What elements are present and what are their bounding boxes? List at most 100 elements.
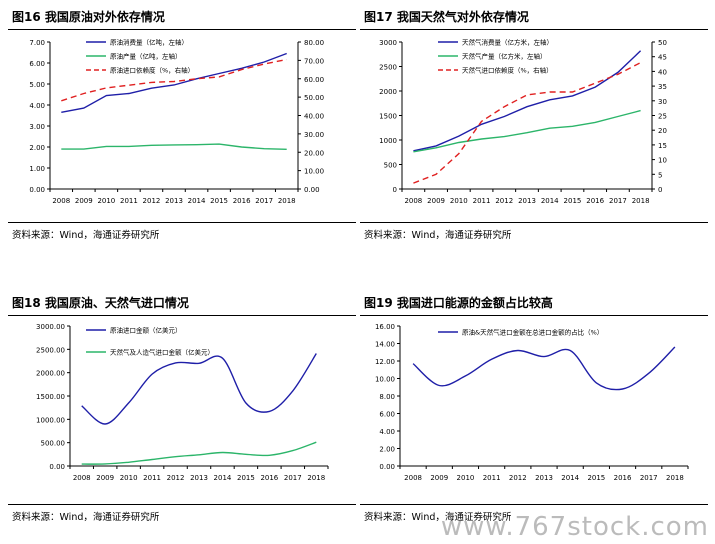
y2-tick-label: 50 (658, 39, 667, 47)
y2-tick-label: 40.00 (304, 113, 324, 121)
x-tick-label: 2013 (518, 197, 536, 205)
y-tick-label: 3000.00 (36, 323, 65, 331)
y-tick-label: 0.00 (29, 186, 45, 194)
y-tick-label: 1000 (379, 137, 397, 145)
x-tick-label: 2010 (97, 197, 115, 205)
panel-divider (8, 222, 356, 223)
y2-tick-label: 30.00 (304, 131, 324, 139)
y2-tick-label: 5 (658, 171, 662, 179)
y-tick-label: 8.00 (379, 393, 395, 401)
crude-oil-dependence-chart: 0.00 1.00 2.00 3.00 4.00 5.00 6.00 7.00 0.00 10.0… (29, 38, 324, 206)
panel-title: 图19 我国进口能源的金额占比较高 (360, 294, 708, 316)
legend-label: 原油进口金额（亿美元） (110, 326, 182, 335)
x-tick-label: 2011 (143, 474, 161, 482)
oil-gas-imports-chart: 0.00 500.00 1000.00 1500.00 2000.00 2500.00 30… (36, 323, 329, 482)
panel-divider (360, 504, 708, 505)
chart-panel-import-share: 图19 我国进口能源的金额占比较高 0.00 2.00 4.00 6.00 8.00 10… (360, 294, 708, 530)
y2-tick-label: 10.00 (304, 168, 324, 176)
x-tick-label: 2016 (586, 197, 604, 205)
x-tick-label: 2009 (427, 197, 445, 205)
legend-label: 原油产量（亿吨，左轴） (110, 52, 182, 61)
x-tick-label: 2008 (404, 197, 422, 205)
y-tick-label: 6.00 (29, 60, 45, 68)
x-tick-label: 2017 (255, 197, 273, 205)
y-tick-label: 3.00 (29, 123, 45, 131)
legend-label: 原油&天然气进口金额在总进口金额的占比（%） (462, 328, 603, 337)
x-tick-label: 2008 (404, 474, 422, 482)
panel-title: 图17 我国天然气对外依存情况 (360, 8, 708, 30)
x-tick-label: 2014 (541, 197, 559, 205)
y2-tick-label: 0.00 (304, 186, 320, 194)
legend-label: 天然气进口依赖度（%，右轴） (462, 66, 553, 75)
y-tick-label: 5.00 (29, 81, 45, 89)
legend-label: 天然气消费量（亿方米，左轴） (462, 38, 553, 47)
chart-panel-natural-gas: 图17 我国天然气对外依存情况 0 500 1000 1500 2000 2500 3000… (360, 8, 708, 244)
y-tick-label: 1.00 (29, 165, 45, 173)
legend-label: 原油消费量（亿吨，左轴） (110, 38, 188, 47)
panel-divider (360, 222, 708, 223)
y-tick-label: 2000.00 (36, 370, 65, 378)
y-tick-label: 2.00 (379, 446, 395, 454)
x-tick-label: 2018 (632, 197, 650, 205)
y-tick-label: 1500 (379, 113, 397, 121)
x-tick-label: 2017 (609, 197, 627, 205)
y2-tick-label: 10 (658, 157, 667, 165)
legend-label: 天然气产量（亿方米，左轴） (462, 52, 547, 61)
panel-source: 资料来源：Wind，海通证券研究所 (12, 512, 160, 523)
chart-panel-imports: 图18 我国原油、天然气进口情况 0.00 500.00 1000.00 1500.0… (8, 294, 356, 530)
natural-gas-dependence-chart: 0 500 1000 1500 2000 2500 3000 0 5 10 15 20 25 30 35 40… (379, 38, 667, 206)
panel-divider (8, 504, 356, 505)
x-tick-label: 2015 (587, 474, 605, 482)
x-tick-label: 2010 (457, 474, 475, 482)
series-line-1 (412, 346, 676, 391)
series-line-2 (61, 143, 287, 150)
y-tick-label: 500.00 (41, 440, 66, 448)
x-tick-label: 2009 (96, 474, 114, 482)
y-tick-label: 14.00 (375, 341, 395, 349)
x-tick-label: 2018 (666, 474, 684, 482)
legend-label: 天然气及人造气进口金额（亿美元） (110, 348, 214, 357)
x-tick-label: 2016 (614, 474, 632, 482)
series-line-1 (61, 52, 287, 113)
panel-source: 资料来源：Wind，海通证券研究所 (364, 230, 512, 241)
x-tick-label: 2016 (260, 474, 278, 482)
x-tick-label: 2013 (535, 474, 553, 482)
panel-source: 资料来源：Wind，海通证券研究所 (364, 512, 512, 523)
x-tick-label: 2012 (495, 197, 513, 205)
y-tick-label: 7.00 (29, 39, 45, 47)
series-line-2 (413, 109, 641, 153)
series-line-3 (61, 58, 287, 102)
y2-tick-label: 50.00 (304, 94, 324, 102)
y-tick-label: 0.00 (49, 463, 65, 471)
x-tick-label: 2015 (564, 197, 582, 205)
y-tick-label: 0.00 (379, 463, 395, 471)
y-tick-label: 2.00 (29, 144, 45, 152)
x-tick-label: 2010 (450, 197, 468, 205)
y2-tick-label: 60.00 (304, 76, 324, 84)
x-tick-label: 2012 (509, 474, 527, 482)
y2-tick-label: 40 (658, 68, 667, 76)
series-line-1 (413, 50, 642, 152)
y2-tick-label: 30 (658, 98, 667, 106)
x-tick-label: 2017 (640, 474, 658, 482)
x-tick-label: 2013 (190, 474, 208, 482)
y2-tick-label: 20.00 (304, 149, 324, 157)
y-tick-label: 2500.00 (36, 346, 65, 354)
x-tick-label: 2014 (561, 474, 579, 482)
chart-panel-crude-oil: 图16 我国原油对外依存情况 0.00 1.00 2.00 3.00 4.00 5.00 6… (8, 8, 356, 244)
x-tick-label: 2012 (143, 197, 161, 205)
series-line-3 (413, 61, 641, 184)
y-tick-label: 3000 (379, 39, 397, 47)
y-tick-label: 2500 (379, 64, 397, 72)
y2-tick-label: 0 (658, 186, 662, 194)
x-tick-label: 2008 (52, 197, 70, 205)
x-tick-label: 2016 (233, 197, 251, 205)
y-tick-label: 1000.00 (36, 416, 65, 424)
y2-tick-label: 35 (658, 83, 667, 91)
y2-tick-label: 20 (658, 127, 667, 135)
series-line-2 (81, 441, 317, 465)
x-tick-label: 2009 (430, 474, 448, 482)
y-tick-label: 1500.00 (36, 393, 65, 401)
y-tick-label: 0 (393, 186, 397, 194)
y-tick-label: 6.00 (379, 411, 395, 419)
